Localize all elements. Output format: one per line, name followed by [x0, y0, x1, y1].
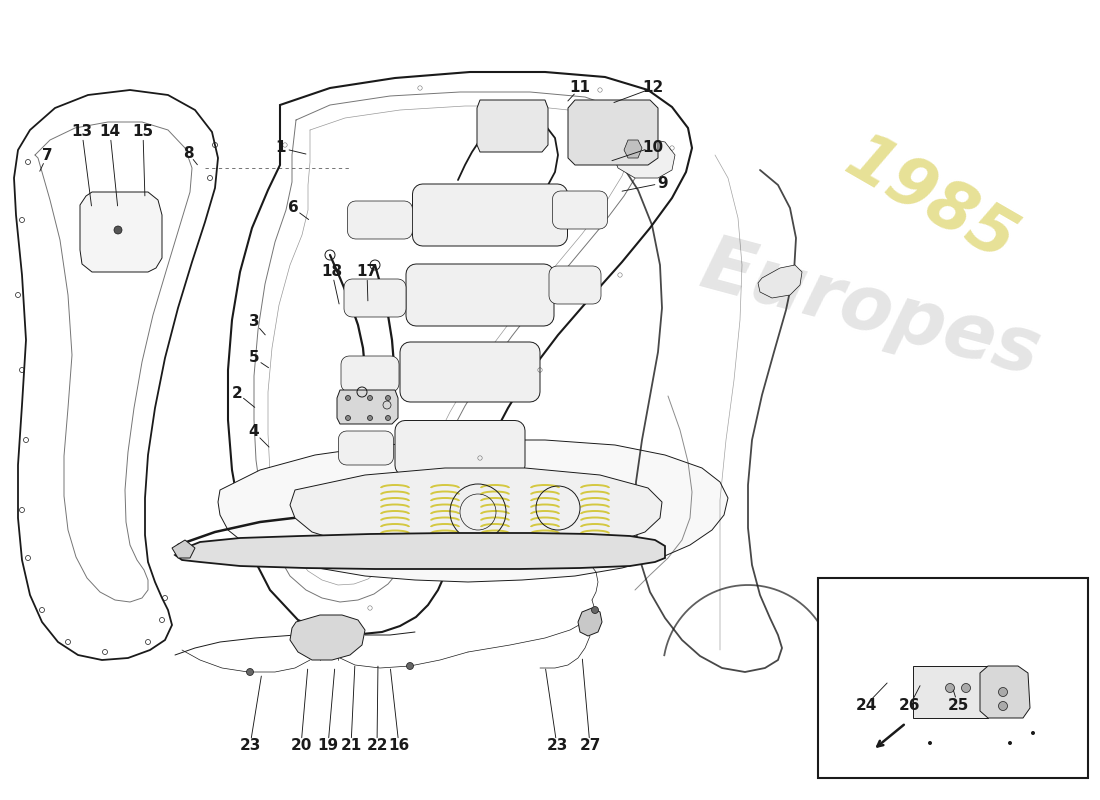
Text: 8: 8 [183, 146, 194, 161]
Polygon shape [549, 266, 601, 304]
Text: 6: 6 [287, 201, 298, 215]
Circle shape [345, 395, 351, 401]
Text: 14: 14 [99, 125, 121, 139]
Text: 18: 18 [321, 265, 342, 279]
Bar [913, 666, 988, 718]
Polygon shape [290, 615, 365, 660]
Text: 25: 25 [947, 698, 969, 713]
Polygon shape [218, 440, 728, 582]
Text: 23: 23 [240, 738, 261, 754]
Polygon shape [412, 184, 568, 246]
Text: 12: 12 [642, 81, 663, 95]
Circle shape [114, 226, 122, 234]
Polygon shape [400, 342, 540, 402]
Polygon shape [614, 138, 675, 178]
Text: 20: 20 [290, 738, 311, 754]
Circle shape [367, 415, 373, 421]
Circle shape [385, 415, 390, 421]
Text: Europes: Europes [692, 229, 1048, 391]
Text: 11: 11 [570, 81, 591, 95]
Text: 7: 7 [42, 149, 53, 163]
Text: 3: 3 [249, 314, 260, 330]
Polygon shape [980, 666, 1030, 718]
Text: 21: 21 [340, 738, 362, 754]
Text: 22: 22 [366, 738, 387, 754]
Circle shape [1008, 741, 1012, 745]
Polygon shape [175, 533, 666, 569]
Polygon shape [552, 191, 607, 229]
Polygon shape [344, 279, 406, 317]
Circle shape [946, 683, 955, 693]
Polygon shape [758, 265, 802, 298]
Polygon shape [624, 140, 642, 158]
Polygon shape [339, 431, 394, 465]
Polygon shape [392, 493, 512, 543]
Circle shape [385, 395, 390, 401]
Text: 5: 5 [249, 350, 260, 366]
Polygon shape [290, 468, 662, 556]
Polygon shape [337, 390, 398, 424]
Polygon shape [578, 608, 602, 636]
Text: 15: 15 [132, 125, 154, 139]
Text: a part: a part [252, 534, 408, 606]
Text: 16: 16 [388, 738, 409, 754]
Text: 27: 27 [580, 738, 601, 754]
Polygon shape [477, 100, 548, 152]
Circle shape [1031, 731, 1035, 735]
Polygon shape [395, 421, 525, 475]
Text: 4: 4 [249, 425, 260, 439]
Circle shape [928, 741, 932, 745]
Polygon shape [228, 72, 692, 634]
Circle shape [999, 687, 1008, 697]
Text: 9: 9 [658, 175, 669, 190]
Text: 17: 17 [356, 265, 377, 279]
Text: 26: 26 [900, 698, 921, 713]
Text: 1985: 1985 [833, 125, 1026, 275]
Circle shape [999, 702, 1008, 710]
Polygon shape [80, 192, 162, 272]
Circle shape [345, 415, 351, 421]
Polygon shape [14, 90, 218, 660]
Polygon shape [172, 540, 195, 558]
Text: 19: 19 [318, 738, 339, 754]
Polygon shape [406, 264, 554, 326]
Text: 13: 13 [72, 125, 92, 139]
Polygon shape [568, 100, 658, 165]
Circle shape [246, 669, 253, 675]
Circle shape [961, 683, 970, 693]
Text: 23: 23 [547, 738, 568, 754]
Circle shape [407, 662, 414, 670]
Circle shape [367, 395, 373, 401]
Bar [818, 578, 1088, 778]
Polygon shape [341, 356, 399, 392]
Text: 1: 1 [276, 141, 286, 155]
Text: 24: 24 [856, 698, 877, 713]
Circle shape [592, 606, 598, 614]
Polygon shape [348, 201, 412, 239]
Text: 2: 2 [232, 386, 242, 401]
Text: 10: 10 [642, 139, 663, 154]
